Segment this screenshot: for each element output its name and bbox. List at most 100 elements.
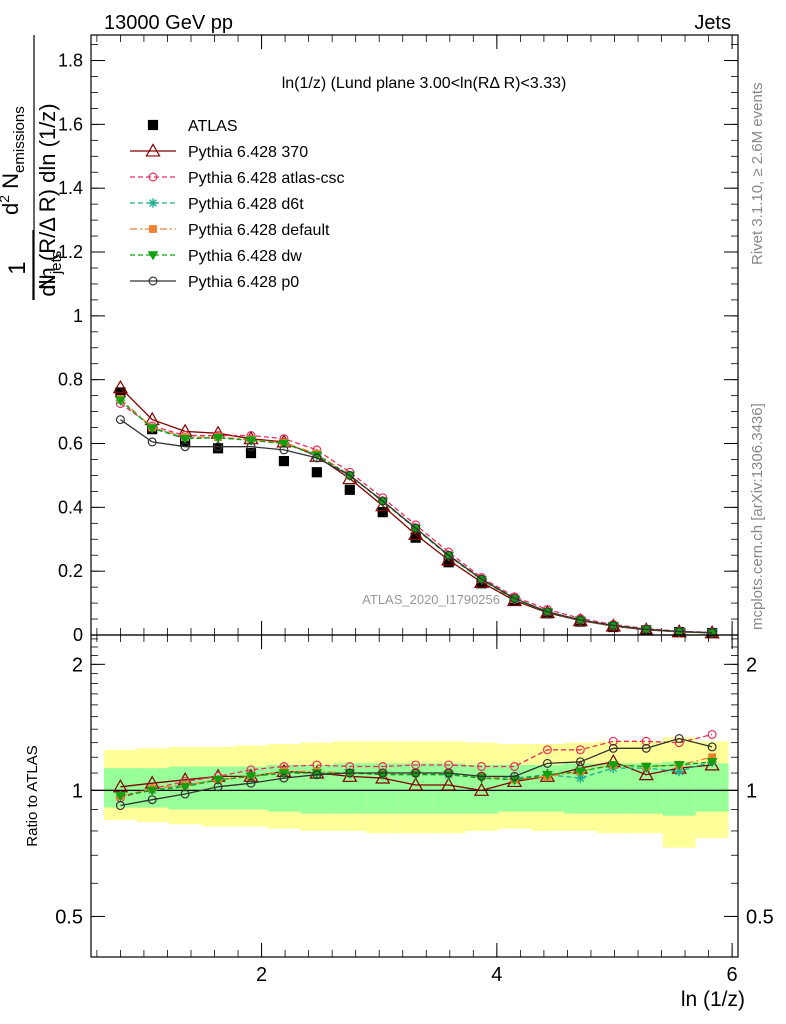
ratio-point-pythia-6-428-d6t	[575, 773, 586, 783]
main-y-axis-label: 1 Njets d2 Nemissions dln (R/Δ R) dln (1…	[0, 35, 65, 300]
main-y-tick-label: 1.8	[58, 51, 83, 71]
main-point-pythia-6-428-p0	[378, 496, 388, 506]
legend-marker-atlas	[147, 119, 159, 131]
ratio-point-pythia-6-428-dw	[212, 775, 224, 786]
ratio-point-pythia-6-428-p0	[147, 795, 157, 805]
rivet-version-label: Rivet 3.1.10, ≥ 2.6M events	[749, 83, 766, 266]
ratio-y-axis-label: Ratio to ATLAS	[24, 745, 41, 846]
ratio-point-pythia-6-428-dw	[146, 786, 158, 796]
main-point-atlas	[443, 557, 454, 568]
ratio-point-pythia-6-428-p0	[707, 742, 717, 752]
ratio-point-pythia-6-428-p0	[542, 758, 552, 768]
ratio-axis-ticks: 0.5 0.5 1 1 2 2 2 4 6	[55, 635, 774, 986]
ratio-y-tick-label: 0.5	[55, 906, 83, 928]
ratio-point-pythia-6-428-p0	[312, 770, 322, 780]
main-point-pythia-6-428-dw	[476, 576, 487, 586]
legend-marker-pythia-6-428-atlas-csc	[148, 172, 158, 182]
ratio-plot-frame	[90, 634, 739, 958]
legend-label-atlas: ATLAS	[188, 118, 238, 135]
main-point-pythia-6-428-p0	[542, 607, 552, 617]
ratio-point-pythia-6-428-p0	[180, 789, 190, 799]
ratio-green-band	[695, 763, 729, 812]
main-point-pythia-6-428-dw	[640, 625, 652, 635]
main-point-pythia-6-428-p0	[608, 620, 618, 630]
ratio-point-pythia-6-428-atlas-csc	[707, 729, 717, 739]
main-point-pythia-6-428-dw	[706, 628, 718, 639]
ratio-point-pythia-6-428-370	[375, 770, 391, 784]
y-label-emissions-sub: emissions	[11, 106, 28, 173]
ratio-point-pythia-6-428-dw	[574, 767, 586, 777]
main-point-pythia-6-428-dw	[410, 524, 422, 535]
main-point-pythia-6-428-370	[112, 379, 129, 394]
main-series-layer	[112, 379, 720, 639]
ratio-point-pythia-6-428-p0	[213, 782, 223, 792]
y-label-sup: 2	[0, 195, 12, 203]
main-point-atlas	[212, 443, 224, 454]
ratio-point-pythia-6-428-p0	[641, 743, 651, 753]
legend-label-pythia-6-428-default: Pythia 6.428 default	[188, 222, 330, 239]
main-point-pythia-6-428-dw	[179, 434, 191, 445]
main-point-pythia-6-428-dw	[443, 552, 455, 562]
ratio-point-pythia-6-428-dw	[344, 769, 356, 779]
ratio-point-pythia-6-428-370	[473, 782, 490, 796]
ratio-point-pythia-6-428-atlas-csc	[575, 745, 585, 755]
main-point-atlas	[278, 455, 290, 467]
x-axis-label: ln (1/z)	[681, 988, 745, 1011]
ratio-point-pythia-6-428-dw	[542, 770, 553, 781]
ratio-uncertainty-bands	[91, 737, 738, 848]
ratio-point-pythia-6-428-370	[638, 766, 654, 781]
main-y-axis-ticks: 0 0.2 0.4 0.6 0.8 1 1.2 1.4 1.6 1.8	[58, 35, 738, 645]
main-plot-title: ln(1/z) (Lund plane 3.00<ln(RΔ R)<3.33)	[282, 75, 567, 92]
ratio-point-pythia-6-428-p0	[444, 768, 454, 778]
main-y-tick-label: 0	[73, 625, 83, 645]
main-point-pythia-6-428-p0	[147, 437, 157, 447]
main-point-atlas	[377, 507, 388, 518]
main-point-pythia-6-428-370	[440, 552, 457, 566]
ratio-point-pythia-6-428-p0	[246, 778, 256, 788]
main-point-pythia-6-428-p0	[444, 550, 454, 560]
main-plot-panel: 0 0.2 0.4 0.6 0.8 1 1.2 1.4 1.6 1.8 ATLAS_2020_I1…	[58, 34, 739, 645]
mcplots-label: mcplots.cern.ch [arXiv:1306.3436]	[749, 403, 766, 630]
ratio-point-pythia-6-428-p0	[509, 771, 519, 781]
main-point-pythia-6-428-370	[408, 526, 424, 541]
y-label-nn: N	[0, 173, 23, 195]
ratio-point-pythia-6-428-atlas-csc	[542, 745, 552, 755]
ratio-series-layer	[112, 729, 720, 811]
main-point-pythia-6-428-p0	[411, 523, 421, 533]
ratio-point-pythia-6-428-p0	[608, 743, 618, 753]
main-point-pythia-6-428-dw	[607, 621, 619, 632]
ratio-point-pythia-6-428-p0	[674, 734, 684, 744]
ratio-point-pythia-6-428-atlas-csc	[641, 736, 651, 746]
legend-marker-pythia-6-428-p0	[148, 276, 158, 286]
main-point-pythia-6-428-p0	[575, 615, 585, 625]
main-point-pythia-6-428-dw	[377, 497, 389, 507]
header-left-label: 13000 GeV pp	[104, 12, 233, 34]
main-point-pythia-6-428-p0	[477, 574, 487, 584]
main-point-pythia-6-428-dw	[673, 628, 685, 638]
main-point-atlas	[344, 484, 355, 495]
main-point-pythia-6-428-p0	[345, 470, 355, 480]
legend: ATLAS Pythia 6.428 370 Pythia 6.428 atlas-…	[130, 118, 345, 291]
main-point-pythia-6-428-p0	[180, 442, 190, 452]
main-point-pythia-6-428-dw	[245, 436, 257, 446]
legend-label-pythia-6-428-d6t: Pythia 6.428 d6t	[188, 196, 304, 213]
x-tick-label: 4	[491, 964, 502, 986]
y-label-d: d	[0, 203, 23, 215]
legend-label-pythia-6-428-p0: Pythia 6.428 p0	[188, 274, 299, 291]
y-label-jets-sub: jets	[48, 251, 65, 275]
ratio-point-pythia-6-428-dw	[607, 761, 619, 771]
ratio-point-pythia-6-428-atlas-csc	[608, 736, 618, 746]
legend-label-pythia-6-428-atlas-csc: Pythia 6.428 atlas-csc	[188, 170, 345, 187]
main-point-pythia-6-428-p0	[246, 442, 256, 452]
ratio-point-pythia-6-428-dw	[245, 772, 257, 782]
ratio-plot-panel: 0.5 0.5 1 1 2 2 2 4 6	[55, 634, 774, 986]
main-y-tick-label: 1.6	[58, 114, 83, 134]
main-y-tick-label: 0.8	[58, 370, 83, 390]
main-point-pythia-6-428-dw	[278, 439, 290, 449]
y-label-one: 1	[4, 261, 31, 274]
ratio-point-pythia-6-428-p0	[115, 801, 125, 811]
main-point-pythia-6-428-dw	[212, 433, 224, 444]
ratio-point-pythia-6-428-p0	[378, 768, 388, 778]
main-point-atlas	[311, 467, 322, 478]
main-point-pythia-6-428-p0	[213, 442, 223, 452]
